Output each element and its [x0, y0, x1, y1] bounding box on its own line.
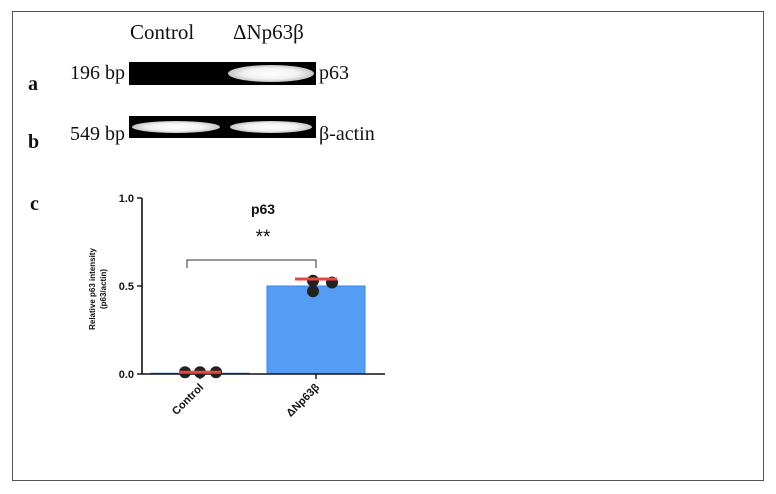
significance-stars: **: [256, 227, 271, 248]
gel-strip-actin: [129, 116, 316, 138]
figure-frame: [12, 11, 764, 481]
lane-label-dnp63b: ΔNp63β: [233, 20, 304, 44]
panel-label-c: c: [30, 193, 39, 215]
gel-band-p63-dnp63b: [228, 65, 314, 82]
panel-label-a: a: [28, 73, 38, 95]
data-point: [307, 274, 319, 287]
size-marker-196: 196 bp: [70, 62, 125, 84]
gel-band-actin-control: [132, 121, 220, 133]
bar: [266, 285, 366, 375]
panel-label-b: b: [28, 131, 40, 153]
size-marker-549: 549 bp: [70, 123, 125, 145]
gel-strip-p63: [129, 62, 316, 85]
y-axis-title: Relative p63 intensity: [88, 248, 97, 330]
gel-band-actin-dnp63b: [230, 121, 312, 133]
significance-bracket: [186, 259, 317, 268]
x-tick-label: Control: [170, 382, 206, 418]
gene-label-actin: β-actin: [319, 123, 375, 145]
y-tick-label: 1.0: [119, 193, 134, 205]
data-point: [307, 285, 319, 298]
x-tick-label: ΔNp63β: [284, 381, 322, 419]
chart-title: p63: [251, 201, 275, 217]
y-tick-label: 0.5: [119, 281, 134, 293]
y-tick-label: 0.0: [119, 369, 134, 381]
y-axis-title-units: (p63/actin): [99, 269, 108, 309]
gene-label-p63: p63: [319, 62, 349, 84]
lane-label-control: Control: [130, 20, 195, 44]
